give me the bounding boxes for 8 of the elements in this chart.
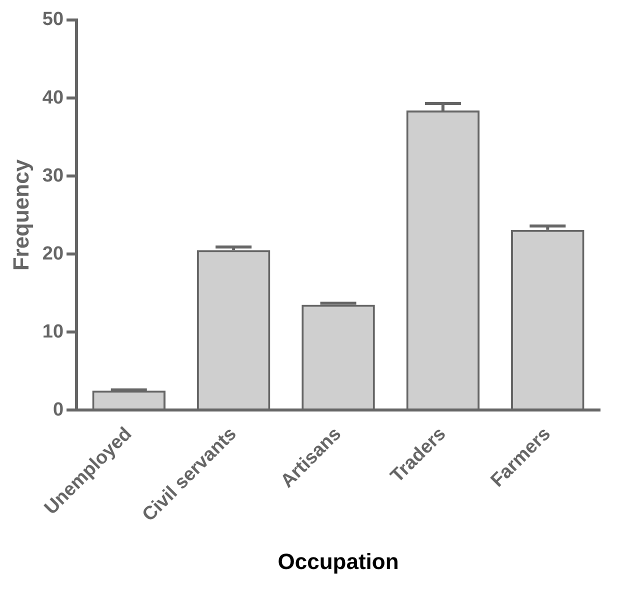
y-tick-label: 20 xyxy=(42,243,64,264)
x-axis-title: Occupation xyxy=(278,548,399,574)
y-tick-label: 30 xyxy=(42,165,64,186)
y-tick-label: 40 xyxy=(42,87,64,108)
y-tick-label: 50 xyxy=(42,9,64,30)
y-tick-label: 10 xyxy=(42,321,64,342)
y-tick-label: 0 xyxy=(52,399,64,420)
y-axis-title: Frequency xyxy=(8,158,34,271)
